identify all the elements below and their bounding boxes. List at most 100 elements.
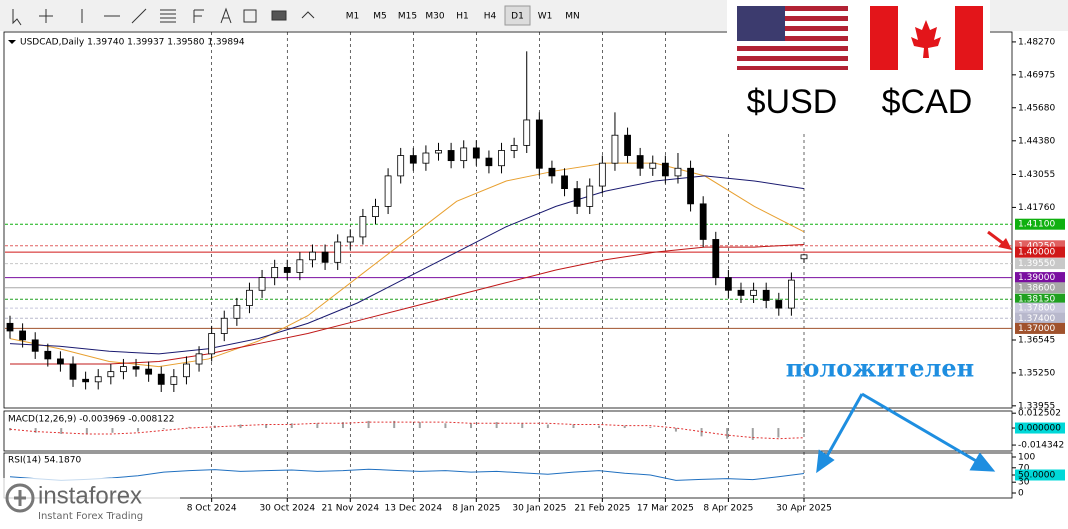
- x-tick-label: 21 Nov 2024: [321, 504, 379, 514]
- timeframe-bar: M1 M5 M15 M30 H1 H4 D1 W1 MN: [340, 5, 585, 26]
- collapse-icon: [8, 40, 16, 44]
- channel-tool[interactable]: [160, 9, 176, 23]
- tool-icons: [12, 7, 315, 26]
- timeframe-button[interactable]: [560, 6, 585, 25]
- rsi-line: [9, 468, 805, 481]
- shape-tool[interactable]: [271, 10, 287, 21]
- timeframe-label[interactable]: H4: [484, 12, 497, 22]
- candle-body: [82, 378, 90, 383]
- candle-body: [309, 251, 316, 261]
- y-tick-label: 1.44380: [1018, 136, 1055, 146]
- level-label: 1.40000: [1018, 248, 1055, 258]
- rsi-tick-label: 50.0000: [1018, 471, 1055, 481]
- y-tick-label: 1.43055: [1018, 170, 1055, 180]
- candle-body: [384, 175, 392, 207]
- cursor-tool[interactable]: [12, 9, 22, 26]
- ca-band-left: [870, 6, 898, 70]
- timeframe-button[interactable]: [504, 5, 531, 26]
- timeframe-label[interactable]: M1: [346, 12, 360, 22]
- candle-body: [699, 203, 707, 240]
- candle-body: [157, 373, 165, 385]
- level-badge: [1015, 322, 1065, 334]
- candle-body: [523, 119, 531, 146]
- y-tick-label: 1.45680: [1018, 103, 1055, 113]
- label-tool[interactable]: [243, 9, 257, 23]
- level-badge: [1015, 293, 1065, 305]
- red-arrow: [987, 230, 1012, 250]
- candle-body: [548, 167, 556, 177]
- macd-tick-label: -0.014342: [1018, 441, 1064, 451]
- candle-body: [510, 144, 518, 151]
- macd-frame: [3, 410, 1013, 452]
- arrow-tool[interactable]: [301, 11, 315, 19]
- candle-body: [472, 147, 480, 159]
- moving-average: [9, 175, 805, 355]
- plot-frame: [3, 31, 1013, 409]
- rsi-title: RSI(14) 54.1870: [8, 456, 81, 466]
- flags-banner: $USD $CAD: [727, 0, 990, 132]
- candle-body: [775, 300, 783, 309]
- timeframe-label[interactable]: M5: [373, 12, 387, 22]
- candle-body: [422, 152, 430, 164]
- candle-body: [485, 157, 493, 167]
- rsi-tick-label: 70: [1018, 463, 1030, 473]
- candle-body: [44, 350, 52, 360]
- level-badge: [1015, 302, 1065, 314]
- crosshair-tool[interactable]: [39, 9, 53, 23]
- fibo-tool[interactable]: [193, 9, 204, 23]
- timeframe-button[interactable]: [532, 6, 558, 25]
- timeframe-button[interactable]: [367, 6, 393, 25]
- candle-body: [674, 167, 682, 177]
- candle-body: [611, 134, 619, 164]
- text-tool[interactable]: [220, 7, 232, 24]
- candle-body: [346, 236, 354, 243]
- candle-body: [195, 353, 203, 365]
- timeframe-button[interactable]: [395, 6, 420, 25]
- us-stripes: [737, 11, 848, 66]
- timeframe-button[interactable]: [340, 6, 365, 25]
- candle-body: [233, 305, 241, 319]
- timeframe-label[interactable]: M30: [425, 12, 444, 22]
- trend-tool[interactable]: [131, 8, 147, 24]
- level-label: 1.37800: [1018, 304, 1055, 314]
- candle-body: [800, 254, 808, 260]
- y-tick-label: 1.36545: [1018, 335, 1055, 345]
- maple-leaf: [911, 20, 941, 58]
- candle-body: [220, 317, 228, 334]
- candle-body: [687, 167, 694, 205]
- candle-body: [372, 205, 379, 217]
- candle-body: [573, 188, 581, 207]
- timeframe-button[interactable]: [477, 6, 503, 25]
- level-label: 1.39000: [1018, 273, 1055, 283]
- timeframe-label[interactable]: MN: [565, 12, 580, 22]
- x-tick-label: 30 Apr 2025: [776, 504, 832, 514]
- macd-zero-badge: [1015, 422, 1065, 434]
- candle-body: [447, 150, 455, 162]
- plot: 8 Oct 2024 30 Oct 2024 21 Nov 2024 13 Dec 2…: [5, 32, 1065, 514]
- x-tick-label: 8 Apr 2025: [703, 504, 753, 514]
- candle-body: [460, 147, 468, 162]
- level-badge: [1015, 246, 1065, 258]
- candle-body: [397, 155, 405, 177]
- timeframe-label[interactable]: W1: [538, 12, 553, 22]
- rsi-mid-badge: [1015, 469, 1065, 481]
- candle-body: [498, 150, 505, 167]
- timeframe-button[interactable]: [450, 6, 475, 25]
- timeframe-label[interactable]: M15: [398, 12, 417, 22]
- macd-tick-label: 0.012502: [1018, 409, 1061, 419]
- y-tick-label: 1.41760: [1018, 203, 1055, 213]
- candle-body: [94, 376, 102, 383]
- candle-body: [561, 175, 568, 190]
- logo-tagline: Instant Forex Trading: [38, 511, 143, 522]
- timeframe-button[interactable]: [422, 6, 448, 25]
- timeframe-label[interactable]: D1: [511, 12, 524, 22]
- candle-body: [283, 267, 291, 273]
- candle-body: [19, 330, 27, 341]
- x-tick-label: 17 Mar 2025: [637, 504, 694, 514]
- candle-body: [296, 259, 304, 273]
- y-tick-label: 1.48270: [1018, 37, 1055, 47]
- timeframe-label[interactable]: H1: [456, 12, 469, 22]
- candle-body: [712, 239, 720, 278]
- candle-body: [246, 289, 253, 306]
- candle-body: [183, 363, 190, 378]
